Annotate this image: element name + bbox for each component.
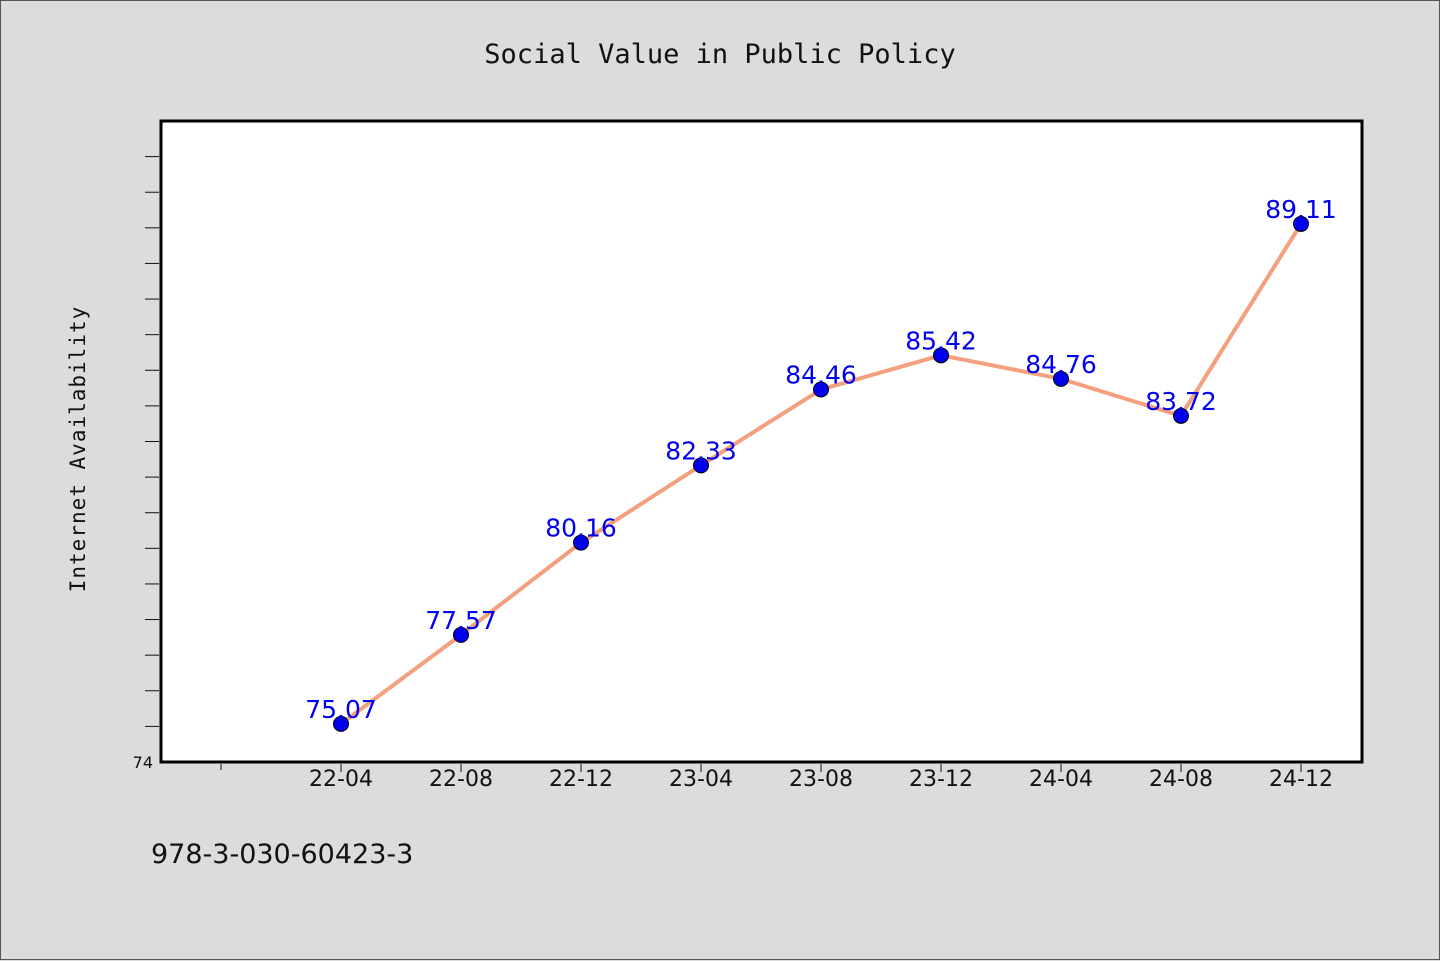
x-tick-label: 23-08 [789,767,853,792]
y-tick-label: 74 [133,753,153,772]
x-tick-label: 23-04 [669,767,733,792]
data-label: 75.07 [305,695,377,724]
data-point [1293,215,1309,232]
data-point [1173,407,1189,424]
x-tick-label: 24-12 [1269,767,1333,792]
plot-area [159,119,1364,764]
x-tick-label: 23-12 [909,767,973,792]
data-point [1053,370,1069,387]
data-label: 84.46 [785,361,857,390]
data-label: 80.16 [545,514,617,543]
series-markers [333,215,1309,732]
data-label: 89.11 [1265,195,1337,224]
data-point [693,457,709,474]
x-axis-ticks: 22-04 22-08 22-12 23-04 23-08 23-12 24-04 24-08… [220,764,1333,792]
data-point [453,626,469,643]
data-label: 82.33 [665,436,737,465]
x-tick-label: 22-04 [309,767,373,792]
data-point [813,381,829,398]
x-tick-label: 22-12 [549,767,613,792]
x-tick-label: 22-08 [429,767,493,792]
data-labels: 75.07 77.57 80.16 82.33 84.46 85.42 84.76 83.72… [305,195,1337,724]
y-axis-ticks [145,156,159,727]
data-point [573,534,589,551]
data-label: 77.57 [425,606,497,635]
isbn-footer: 978-3-030-60423-3 [151,839,413,870]
x-tick-label: 24-04 [1029,767,1093,792]
data-point [933,347,949,364]
data-label: 83.72 [1145,387,1217,416]
data-label: 84.76 [1025,350,1097,379]
chart-title: Social Value in Public Policy [484,39,955,70]
data-point [333,715,349,732]
data-label: 85.42 [905,326,977,355]
x-tick-label: 24-08 [1149,767,1213,792]
y-axis-label: Internet Availability [66,306,90,593]
